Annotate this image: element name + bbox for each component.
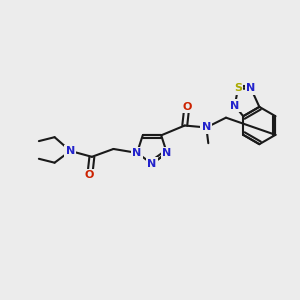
Text: N: N bbox=[230, 100, 239, 111]
Text: N: N bbox=[147, 159, 157, 169]
Text: N: N bbox=[66, 146, 75, 156]
Text: N: N bbox=[132, 148, 142, 158]
Text: O: O bbox=[182, 102, 191, 112]
Text: O: O bbox=[84, 170, 94, 181]
Text: S: S bbox=[234, 83, 242, 94]
Text: N: N bbox=[202, 122, 211, 133]
Text: N: N bbox=[162, 148, 172, 158]
Text: N: N bbox=[246, 83, 256, 93]
